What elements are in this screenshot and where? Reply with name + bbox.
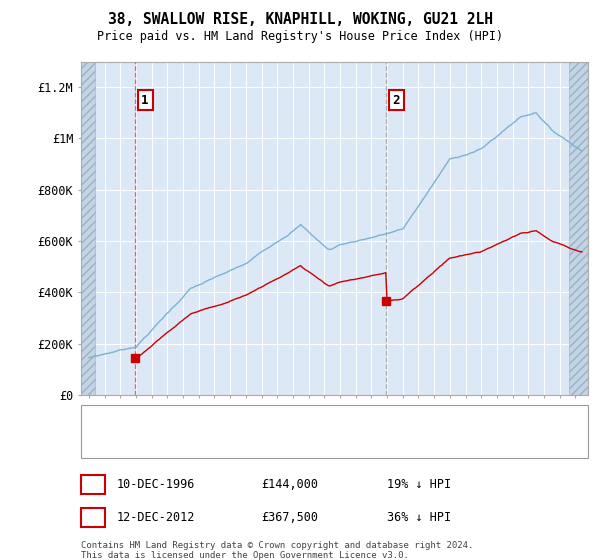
Text: 2: 2 <box>89 511 97 524</box>
Bar <box>569 62 588 395</box>
Text: £144,000: £144,000 <box>261 478 318 492</box>
Text: 2: 2 <box>392 94 400 106</box>
Text: £367,500: £367,500 <box>261 511 318 524</box>
Text: 1: 1 <box>89 478 97 492</box>
Text: Contains HM Land Registry data © Crown copyright and database right 2024.
This d: Contains HM Land Registry data © Crown c… <box>81 541 473 560</box>
Text: 38, SWALLOW RISE, KNAPHILL, WOKING, GU21 2LH: 38, SWALLOW RISE, KNAPHILL, WOKING, GU21… <box>107 12 493 27</box>
Text: 19% ↓ HPI: 19% ↓ HPI <box>387 478 451 492</box>
Text: 36% ↓ HPI: 36% ↓ HPI <box>387 511 451 524</box>
Text: 38, SWALLOW RISE, KNAPHILL, WOKING, GU21 2LH (detached house): 38, SWALLOW RISE, KNAPHILL, WOKING, GU21… <box>127 414 508 424</box>
Text: 1: 1 <box>141 94 149 106</box>
Text: 10-DEC-1996: 10-DEC-1996 <box>117 478 196 492</box>
Text: 12-DEC-2012: 12-DEC-2012 <box>117 511 196 524</box>
Text: HPI: Average price, detached house, Woking: HPI: Average price, detached house, Woki… <box>127 439 390 449</box>
Text: Price paid vs. HM Land Registry's House Price Index (HPI): Price paid vs. HM Land Registry's House … <box>97 30 503 43</box>
Bar <box>81 62 95 395</box>
